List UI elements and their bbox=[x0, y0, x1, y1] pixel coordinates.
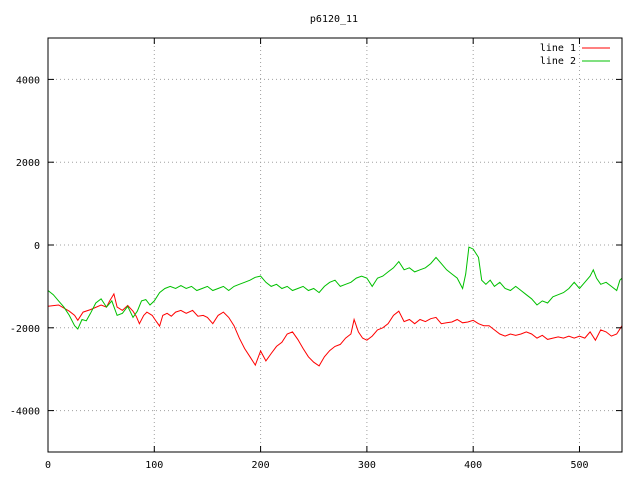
chart-title: p6120_11 bbox=[310, 14, 358, 25]
plot-frame bbox=[47, 37, 623, 453]
legend-label-1: line 1 bbox=[540, 43, 576, 54]
x-tick-label: 0 bbox=[45, 460, 51, 471]
x-tick-label: 100 bbox=[145, 460, 163, 471]
y-tick-label: -2000 bbox=[10, 324, 40, 335]
x-tick-label: 300 bbox=[358, 460, 376, 471]
x-tick-label: 400 bbox=[464, 460, 482, 471]
y-tick-label: 2000 bbox=[16, 158, 40, 169]
y-tick-label: 4000 bbox=[16, 75, 40, 86]
legend-label-2: line 2 bbox=[540, 56, 576, 67]
axis-ticks: 0 100 200 300 400 500 -4000 -2000 0 2000 4000 bbox=[10, 38, 622, 471]
data-series bbox=[47, 246, 623, 367]
grid-lines bbox=[48, 38, 622, 452]
x-tick-label: 200 bbox=[252, 460, 270, 471]
series-line-1 bbox=[47, 292, 623, 367]
series-line-2 bbox=[47, 246, 623, 330]
y-tick-label: -4000 bbox=[10, 407, 40, 418]
y-tick-label: 0 bbox=[34, 241, 40, 252]
legend: line 1 line 2 bbox=[540, 43, 610, 67]
x-tick-label: 500 bbox=[570, 460, 588, 471]
